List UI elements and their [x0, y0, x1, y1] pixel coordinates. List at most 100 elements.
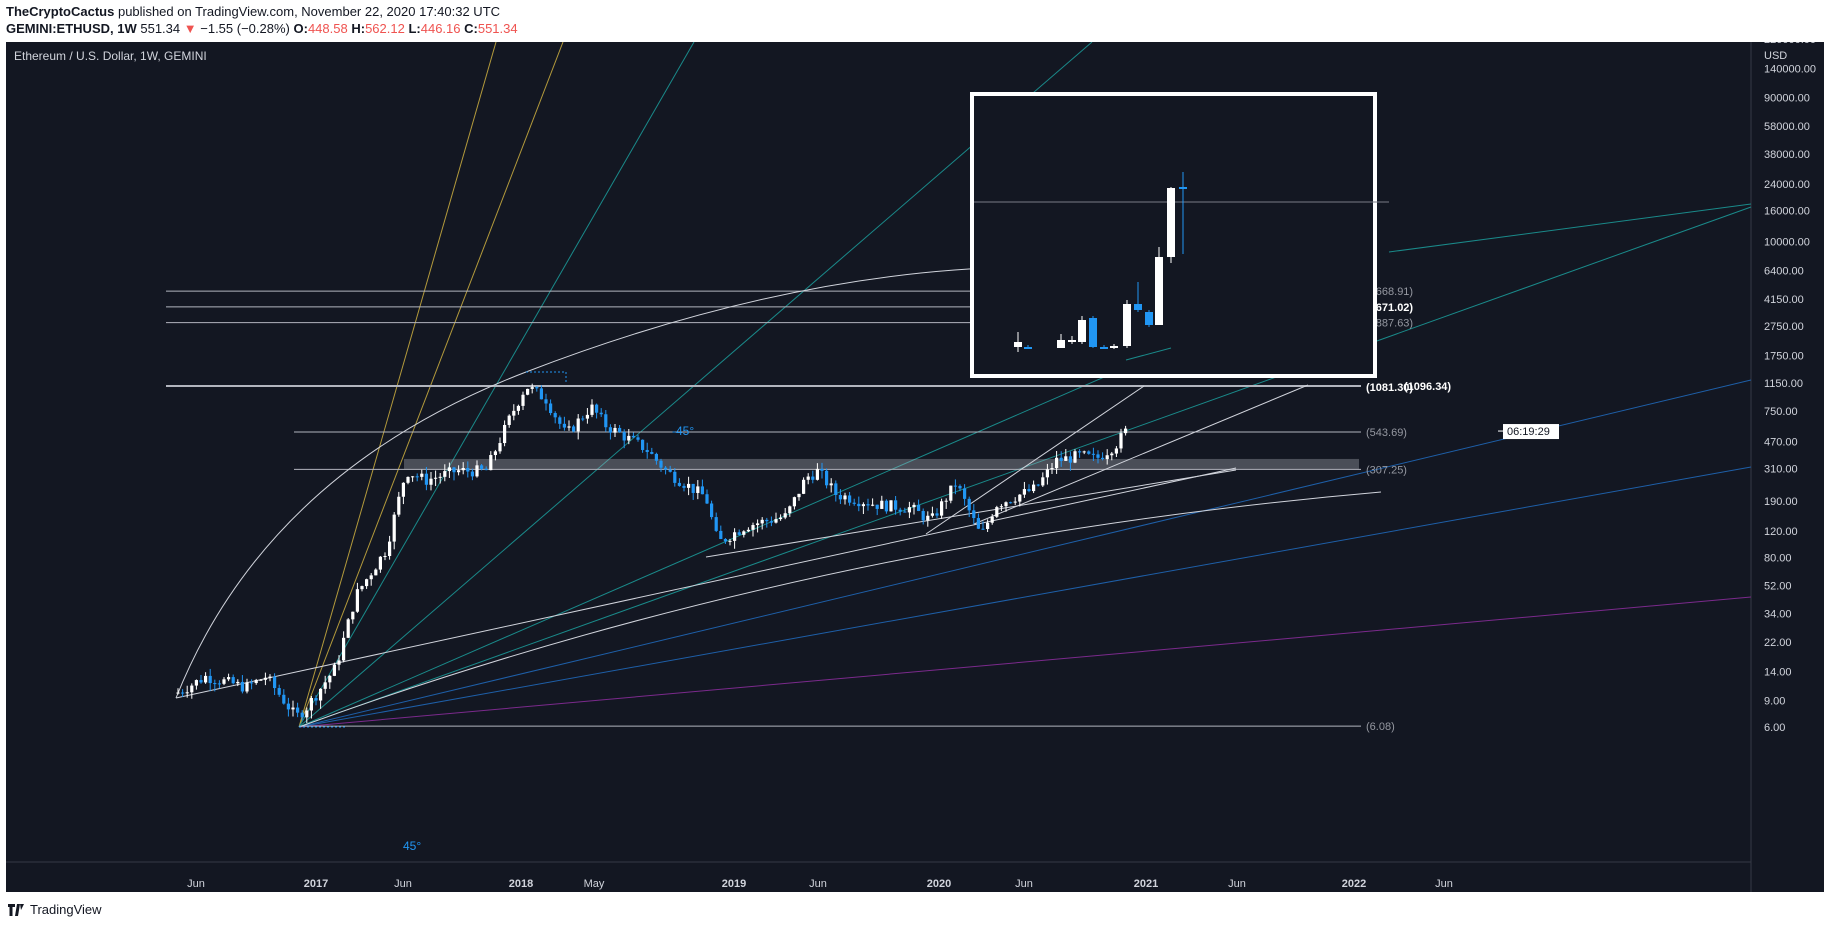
candle-body [728, 540, 732, 542]
candle-body [190, 685, 194, 693]
candle-body [618, 427, 622, 433]
y-tick-label: 470.00 [1764, 436, 1798, 448]
fan-line [298, 466, 1752, 728]
candle-body [516, 405, 520, 411]
countdown-timer: 06:19:29 [1507, 426, 1550, 438]
x-tick-label: 2020 [927, 878, 951, 890]
y-tick-label: 24000.00 [1764, 179, 1810, 191]
candle-body [544, 399, 548, 404]
candle-body [673, 471, 677, 483]
chart-panel[interactable]: (4668.91) (3671.02) (2887.63) (1081.30) (109… [6, 34, 1824, 904]
candle-body [857, 503, 861, 507]
y-tick-label: 140000.00 [1764, 64, 1816, 76]
candle-body [815, 468, 819, 480]
candle-body [424, 473, 428, 485]
candle-body [622, 432, 626, 441]
candle-body [990, 516, 994, 523]
fan-line [298, 596, 1752, 728]
candle-body [949, 485, 953, 501]
candle-body [1101, 457, 1105, 460]
level-label: (6.08) [1366, 721, 1395, 733]
open-value: 448.58 [307, 21, 348, 36]
candle-body [484, 468, 488, 471]
footer: TradingView [0, 892, 1828, 930]
candle-body [346, 619, 350, 638]
candle-body [599, 412, 603, 415]
candle-body [397, 496, 401, 515]
inset-candle-body [1068, 340, 1076, 342]
candle-body [705, 494, 709, 504]
author-link[interactable]: TheCryptoCactus [6, 4, 115, 19]
y-tick-label: 80.00 [1764, 552, 1792, 564]
inset-candle-body [1057, 340, 1065, 348]
candle-body [723, 538, 727, 542]
candle-body [627, 435, 631, 441]
candle-body [1068, 456, 1072, 463]
tradingview-logo[interactable]: TradingView [8, 902, 102, 917]
candle-body [843, 495, 847, 500]
close-label: C: [464, 21, 478, 36]
candle-body [967, 498, 971, 511]
candle-body [972, 510, 976, 519]
candle-body [691, 483, 695, 493]
candle-body [539, 388, 543, 400]
candle-body [337, 660, 341, 665]
y-tick-label: 52.00 [1764, 581, 1792, 593]
inset-candle-body [1024, 347, 1032, 349]
y-tick-label: 6.00 [1764, 722, 1785, 734]
candle-body [613, 427, 617, 433]
level-label: (2887.63) [1366, 318, 1413, 330]
symbol: GEMINI:ETHUSD, 1W [6, 21, 137, 36]
candle-body [351, 611, 355, 620]
candle-body [553, 413, 557, 418]
candle-body [889, 500, 893, 512]
close-value: 551.34 [477, 21, 518, 36]
inset-candle-body [1014, 342, 1022, 347]
candle-body [875, 504, 879, 509]
y-tick-label: 38000.00 [1764, 149, 1810, 161]
trend-line [925, 385, 1145, 535]
level-label: (3671.02) [1366, 302, 1413, 314]
candle-body [714, 517, 718, 531]
time-axis[interactable]: Jun 2017 Jun 2018 May 2019 Jun 2020 Jun 2021 Jun 20… [187, 878, 1453, 890]
candle-body [1027, 489, 1031, 492]
candle-body [848, 495, 852, 503]
candle-body [199, 680, 203, 683]
candle-body [273, 676, 277, 689]
candle-body [268, 676, 272, 678]
candle-body [489, 455, 493, 471]
level-label: (1096.34) [1404, 381, 1451, 393]
candle-body [581, 418, 585, 420]
x-tick-label: 2021 [1134, 878, 1158, 890]
candle-body [880, 500, 884, 509]
inset-box [970, 92, 1389, 378]
candle-body [512, 410, 516, 416]
open-label: O: [293, 21, 308, 36]
level-label: (307.25) [1366, 464, 1407, 476]
symbol-line: GEMINI:ETHUSD, 1W 551.34 ▼ −1.55 (−0.28%… [6, 21, 518, 36]
support-zone [404, 458, 1359, 470]
publish-line: TheCryptoCactus published on TradingView… [6, 4, 500, 19]
trend-lines[interactable] [175, 266, 1382, 728]
candle-body [834, 483, 838, 495]
candle-body [466, 467, 470, 472]
candle-body [976, 518, 980, 529]
candle-body [291, 707, 295, 710]
x-tick-label: May [584, 878, 605, 890]
inset-candle-body [1145, 312, 1153, 325]
candle-body [1009, 502, 1013, 504]
price-chart[interactable]: (4668.91) (3671.02) (2887.63) (1081.30)(109… [6, 34, 1824, 904]
candle-body [861, 504, 865, 507]
candle-body [650, 452, 654, 454]
y-axis-unit: USD [1764, 50, 1787, 62]
price-axis[interactable]: 220000.00 140000.00 90000.00 58000.00 38000.… [1498, 34, 1816, 734]
candle-body [1050, 468, 1054, 470]
trend-line [705, 469, 1237, 558]
candle-body [521, 394, 525, 406]
candle-body [549, 403, 553, 414]
candle-body [664, 467, 668, 470]
x-tick-label: 2017 [304, 878, 328, 890]
high-label: H: [351, 21, 366, 36]
candle-body [480, 465, 484, 469]
candle-body [963, 488, 967, 499]
